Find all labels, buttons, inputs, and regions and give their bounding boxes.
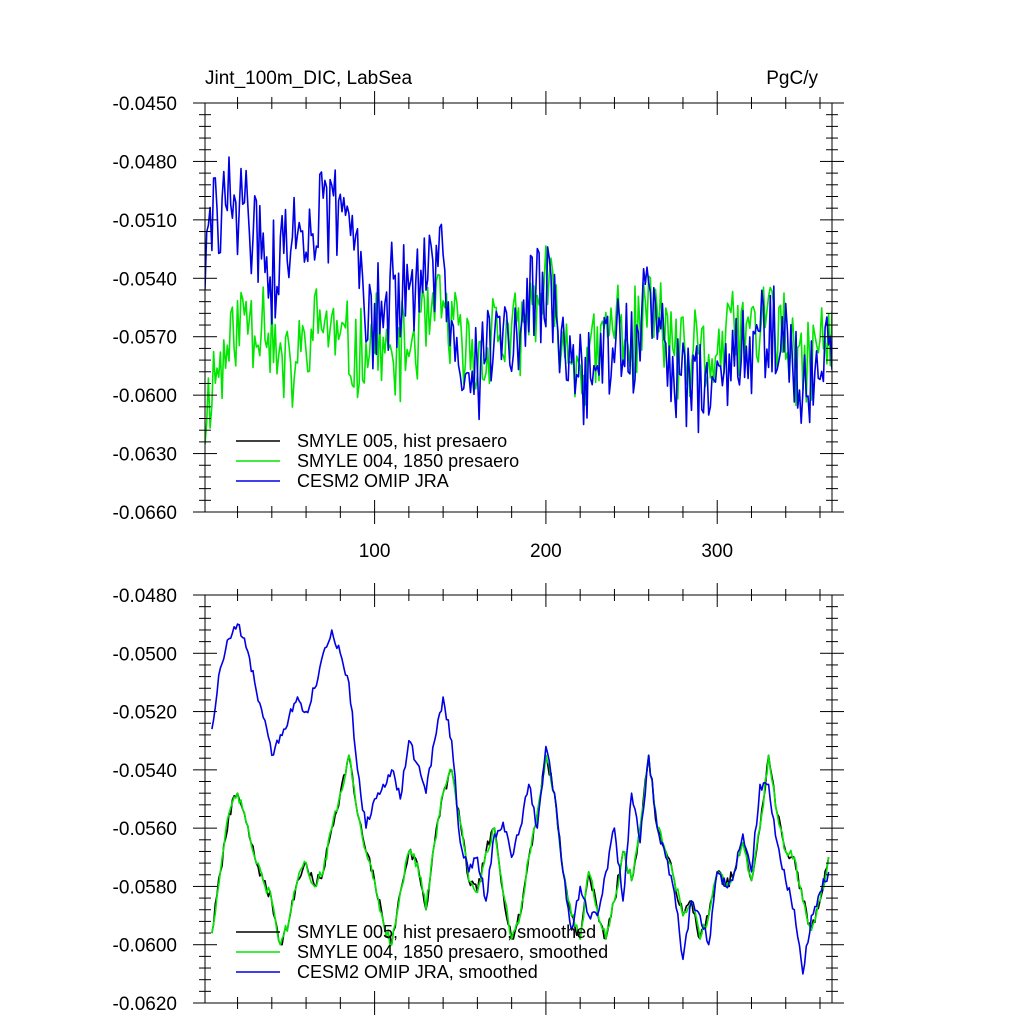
y-tick-label: -0.0660 xyxy=(113,503,177,524)
y-tick-label: -0.0630 xyxy=(113,445,177,466)
series-line-omip xyxy=(205,156,832,434)
legend-label-omip_s: CESM2 OMIP JRA, smoothed xyxy=(297,962,538,982)
legend-label-smyle004_s: SMYLE 004, 1850 presaero, smoothed xyxy=(297,942,608,962)
y-tick-label: -0.0450 xyxy=(113,94,177,115)
y-tick-label: -0.0600 xyxy=(113,936,177,957)
y-tick-label: -0.0600 xyxy=(113,386,177,407)
series-line-smyle004_s xyxy=(211,754,830,947)
legend-label-smyle005: SMYLE 005, hist presaero xyxy=(297,431,507,451)
series-group xyxy=(205,156,832,445)
x-tick-label: 200 xyxy=(530,541,562,562)
top-panel: -0.0450 -0.0480 -0.0510 -0.0540 -0.0570 -0.06… xyxy=(113,91,844,562)
series-line-omip_s xyxy=(211,623,830,975)
y-tick-label: -0.0580 xyxy=(113,877,177,898)
y-tick-label: -0.0570 xyxy=(113,328,177,349)
plot-frame xyxy=(204,102,833,513)
y-tick-label: -0.0480 xyxy=(113,586,177,607)
y-tick-label: -0.0540 xyxy=(113,269,177,290)
y-tick-label: -0.0540 xyxy=(113,761,177,782)
y-tick-label: -0.0560 xyxy=(113,819,177,840)
legend-label-smyle005_s: SMYLE 005, hist presaero, smoothed xyxy=(297,922,596,942)
plot-frame xyxy=(204,594,833,1004)
y-tick-label: -0.0480 xyxy=(113,152,177,173)
bottom-panel: -0.0480 -0.0500 -0.0520 -0.0540 -0.0560 -0.05… xyxy=(113,583,844,1015)
units-label: PgC/y xyxy=(766,68,818,89)
legend: SMYLE 005, hist presaero, smoothedSMYLE … xyxy=(236,922,608,982)
x-tick-label: 300 xyxy=(701,541,733,562)
x-tick-label: 100 xyxy=(359,541,391,562)
y-tick-label: -0.0500 xyxy=(113,644,177,665)
series-group xyxy=(211,623,830,975)
y-tick-label: -0.0510 xyxy=(113,211,177,232)
y-tick-label: -0.0520 xyxy=(113,703,177,724)
y-tick-label: -0.0620 xyxy=(113,994,177,1015)
plot-title: Jint_100m_DIC, LabSea xyxy=(205,68,412,89)
legend-label-smyle004: SMYLE 004, 1850 presaero xyxy=(297,451,519,471)
series-line-smyle004 xyxy=(205,245,832,445)
legend-label-omip: CESM2 OMIP JRA xyxy=(297,471,449,491)
